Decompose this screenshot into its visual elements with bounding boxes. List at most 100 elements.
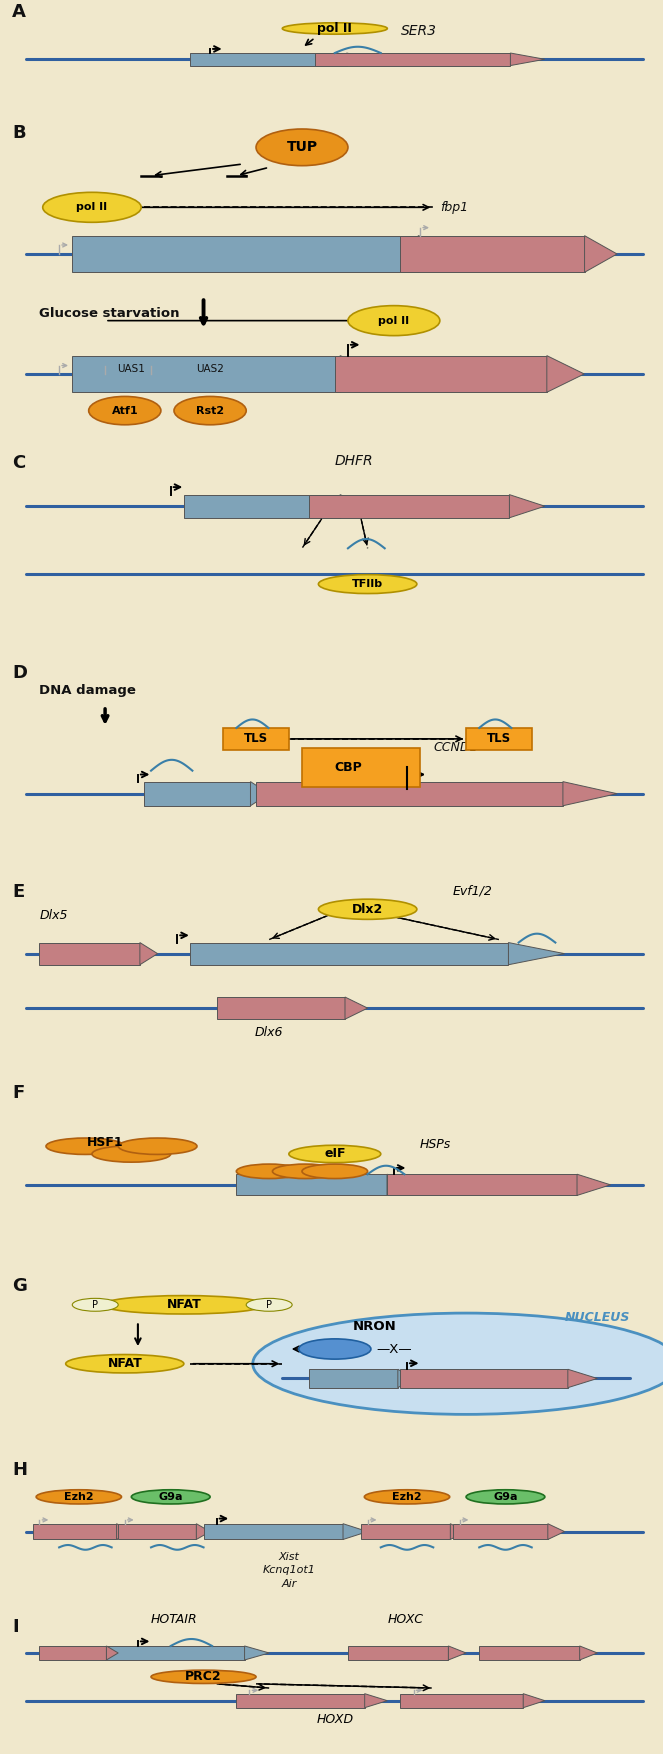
Ellipse shape xyxy=(174,396,246,424)
Polygon shape xyxy=(577,1173,611,1196)
Text: Ezh2: Ezh2 xyxy=(64,1493,93,1501)
Text: G: G xyxy=(12,1277,27,1294)
Ellipse shape xyxy=(151,1670,256,1684)
Text: UAS2: UAS2 xyxy=(196,363,224,374)
Ellipse shape xyxy=(36,1489,121,1503)
Polygon shape xyxy=(251,782,269,805)
Bar xyxy=(72,235,418,272)
Bar xyxy=(400,1370,568,1387)
Text: Atf1: Atf1 xyxy=(111,405,138,416)
Text: C: C xyxy=(12,454,25,472)
Text: Evf1/2: Evf1/2 xyxy=(453,884,493,898)
Text: Dlx2: Dlx2 xyxy=(352,903,383,916)
Ellipse shape xyxy=(318,575,417,593)
Text: D: D xyxy=(12,665,27,682)
Ellipse shape xyxy=(348,305,440,335)
Polygon shape xyxy=(340,495,368,517)
Text: TFIIb: TFIIb xyxy=(352,579,383,589)
Ellipse shape xyxy=(318,900,417,919)
Polygon shape xyxy=(547,356,584,393)
Text: B: B xyxy=(12,125,25,142)
Text: Rst2: Rst2 xyxy=(196,405,224,416)
Text: eIF: eIF xyxy=(324,1147,345,1161)
Text: pol II: pol II xyxy=(76,202,107,212)
Bar xyxy=(348,1645,448,1659)
Ellipse shape xyxy=(92,1145,170,1163)
Polygon shape xyxy=(106,1645,118,1659)
Text: HSPs: HSPs xyxy=(420,1138,452,1151)
Ellipse shape xyxy=(118,1138,197,1154)
Text: Dlx6: Dlx6 xyxy=(255,1026,283,1040)
Text: pol II: pol II xyxy=(318,23,352,35)
Ellipse shape xyxy=(89,396,161,424)
Text: UAS1: UAS1 xyxy=(117,363,145,374)
Polygon shape xyxy=(347,53,374,65)
Bar xyxy=(145,782,251,805)
Bar xyxy=(387,1173,577,1196)
Polygon shape xyxy=(448,1645,466,1659)
Ellipse shape xyxy=(302,1165,368,1179)
Bar xyxy=(361,1524,450,1540)
Polygon shape xyxy=(140,942,158,965)
Ellipse shape xyxy=(42,193,141,223)
Bar xyxy=(256,782,563,805)
Polygon shape xyxy=(509,495,545,517)
Text: DNA damage: DNA damage xyxy=(40,684,137,696)
Text: TLS: TLS xyxy=(244,733,268,745)
Text: NRON: NRON xyxy=(352,1321,396,1333)
Bar xyxy=(33,1524,117,1540)
Polygon shape xyxy=(509,942,565,965)
Ellipse shape xyxy=(131,1489,210,1503)
Bar xyxy=(190,942,509,965)
Text: Dlx5: Dlx5 xyxy=(40,909,68,923)
Ellipse shape xyxy=(253,1314,663,1414)
Text: NFAT: NFAT xyxy=(107,1358,142,1370)
Text: I: I xyxy=(12,1617,19,1636)
Bar xyxy=(308,495,509,517)
Bar xyxy=(335,356,547,393)
Bar xyxy=(72,356,340,393)
Ellipse shape xyxy=(66,1354,184,1373)
Text: Ezh2: Ezh2 xyxy=(392,1493,422,1501)
Polygon shape xyxy=(579,1645,597,1659)
Bar xyxy=(217,996,345,1019)
Text: F: F xyxy=(12,1084,24,1103)
Text: H: H xyxy=(12,1461,27,1479)
Polygon shape xyxy=(365,1694,387,1708)
Text: pol II: pol II xyxy=(379,316,410,326)
Polygon shape xyxy=(398,1370,414,1387)
Text: HOXC: HOXC xyxy=(387,1614,423,1626)
Ellipse shape xyxy=(466,1489,545,1503)
FancyBboxPatch shape xyxy=(223,728,289,751)
Bar xyxy=(400,235,585,272)
Polygon shape xyxy=(196,1524,210,1540)
Ellipse shape xyxy=(365,1489,450,1503)
Polygon shape xyxy=(340,356,387,393)
Text: HOTAIR: HOTAIR xyxy=(151,1614,198,1626)
FancyBboxPatch shape xyxy=(302,747,420,788)
Polygon shape xyxy=(387,1173,414,1196)
Text: TLS: TLS xyxy=(487,733,511,745)
Text: Xist
Kcnq1ot1
Air: Xist Kcnq1ot1 Air xyxy=(263,1552,316,1589)
Bar xyxy=(308,1370,398,1387)
Bar xyxy=(204,1524,343,1540)
Polygon shape xyxy=(511,53,545,65)
Text: fbp1: fbp1 xyxy=(440,202,468,214)
Circle shape xyxy=(72,1298,118,1312)
Text: Glucose starvation: Glucose starvation xyxy=(40,307,180,321)
Polygon shape xyxy=(245,1645,269,1659)
Ellipse shape xyxy=(256,130,348,165)
Bar xyxy=(190,53,347,65)
Bar xyxy=(453,1524,548,1540)
Bar xyxy=(105,1645,245,1659)
Text: TUP: TUP xyxy=(286,140,318,154)
Text: HOXD: HOXD xyxy=(316,1714,353,1726)
Text: SER3: SER3 xyxy=(400,23,436,37)
Bar xyxy=(479,1645,579,1659)
Polygon shape xyxy=(345,996,368,1019)
Text: PRC2: PRC2 xyxy=(185,1670,222,1684)
FancyBboxPatch shape xyxy=(466,728,532,751)
Text: P: P xyxy=(92,1300,98,1310)
Bar xyxy=(184,495,340,517)
Polygon shape xyxy=(450,1524,466,1540)
